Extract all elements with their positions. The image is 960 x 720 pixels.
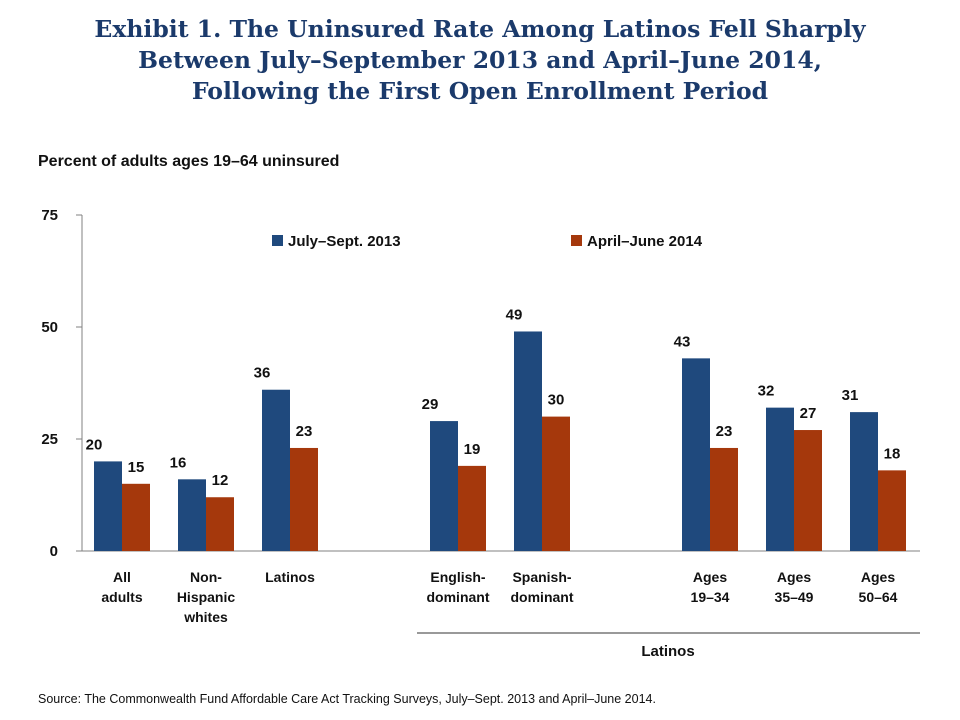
bar-apr-jun-2014 [458, 465, 486, 551]
category-label: 50–64 [859, 589, 898, 605]
data-label: 29 [422, 396, 439, 413]
y-tick-label: 25 [41, 431, 58, 448]
bar-apr-jun-2014 [290, 447, 318, 551]
bar-apr-jun-2014 [878, 470, 906, 551]
data-label: 49 [506, 306, 523, 323]
bar-jul-sep-2013 [514, 331, 542, 551]
legend-label: April–June 2014 [587, 233, 703, 250]
data-label: 30 [548, 392, 565, 409]
data-label: 31 [842, 387, 859, 404]
bar-jul-sep-2013 [850, 412, 878, 551]
category-label: Spanish- [512, 569, 571, 585]
category-label: Non- [190, 569, 222, 585]
category-label: Ages [693, 569, 727, 585]
y-tick-label: 50 [41, 319, 58, 336]
group-label: Latinos [641, 643, 694, 660]
data-label: 16 [170, 454, 187, 471]
data-label: 32 [758, 383, 775, 400]
category-label: 19–34 [691, 589, 730, 605]
bar-apr-jun-2014 [542, 416, 570, 551]
bar-jul-sep-2013 [766, 407, 794, 551]
category-label: 35–49 [775, 589, 814, 605]
bar-apr-jun-2014 [122, 483, 150, 551]
bar-apr-jun-2014 [206, 497, 234, 551]
legend-swatch [571, 235, 582, 246]
category-label: Ages [777, 569, 811, 585]
bar-jul-sep-2013 [682, 358, 710, 551]
category-label: dominant [511, 589, 574, 605]
data-label: 19 [464, 441, 481, 458]
chart-title-line-1: Exhibit 1. The Uninsured Rate Among Lati… [94, 15, 866, 43]
data-label: 27 [800, 405, 817, 422]
legend-label: July–Sept. 2013 [288, 233, 401, 250]
data-label: 20 [86, 436, 103, 453]
data-label: 15 [128, 459, 145, 476]
bar-chart: 0 25 50 75 20 16 36 29 49 43 32 31 15 12 23 19 30 23 27 18 A… [41, 207, 920, 660]
category-label: Hispanic [177, 589, 236, 605]
data-label: 36 [254, 365, 271, 382]
category-label: whites [183, 609, 228, 625]
category-label: dominant [427, 589, 490, 605]
y-tick-label: 0 [50, 543, 58, 560]
data-label: 12 [212, 472, 229, 489]
source-note: Source: The Commonwealth Fund Affordable… [38, 692, 656, 706]
category-label: Latinos [265, 569, 315, 585]
bar-jul-sep-2013 [262, 389, 290, 551]
category-label: English- [430, 569, 486, 585]
data-label: 18 [884, 445, 901, 462]
category-label: adults [101, 589, 142, 605]
bar-jul-sep-2013 [94, 461, 122, 551]
bar-jul-sep-2013 [178, 479, 206, 551]
bar-apr-jun-2014 [710, 447, 738, 551]
category-label: Ages [861, 569, 895, 585]
category-label: All [113, 569, 131, 585]
bar-jul-sep-2013 [430, 421, 458, 551]
chart-title-line-3: Following the First Open Enrollment Peri… [191, 77, 769, 105]
y-tick-label: 75 [41, 207, 58, 224]
y-axis-label: Percent of adults ages 19–64 uninsured [38, 153, 340, 170]
chart-title-line-2: Between July–September 2013 and April–Ju… [138, 46, 822, 74]
data-label: 43 [674, 333, 691, 350]
chart-title: Exhibit 1. The Uninsured Rate Among Lati… [0, 14, 960, 107]
data-label: 23 [296, 423, 313, 440]
legend-swatch [272, 235, 283, 246]
bar-apr-jun-2014 [794, 430, 822, 551]
data-label: 23 [716, 423, 733, 440]
